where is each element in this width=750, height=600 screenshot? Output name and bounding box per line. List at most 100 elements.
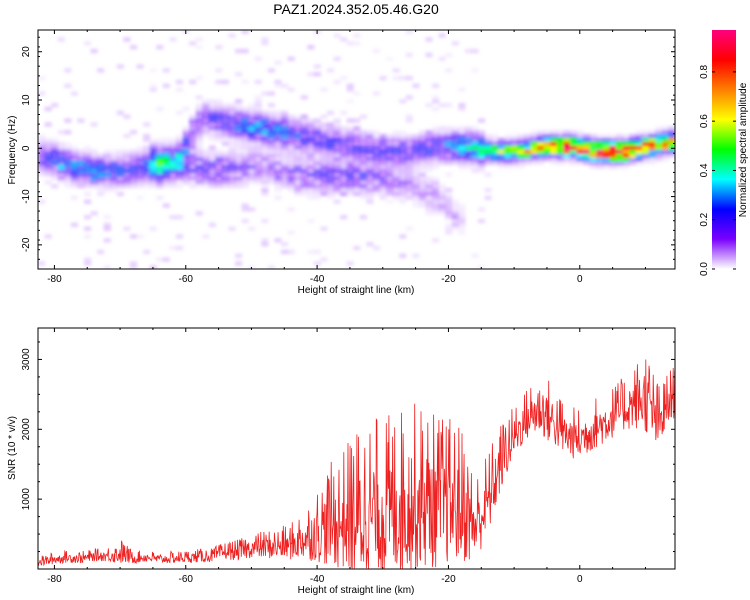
heatmap-cell	[379, 176, 387, 181]
heatmap-cell	[313, 187, 321, 193]
heatmap-cell	[379, 153, 387, 158]
heatmap-cell	[648, 145, 656, 150]
heatmap-cell	[261, 122, 269, 127]
heatmap-cell	[248, 153, 256, 158]
heatmap-cell	[313, 72, 321, 77]
heatmap-cell	[77, 168, 85, 174]
heatmap-cell	[372, 141, 381, 146]
heatmap-cell	[648, 149, 656, 154]
heatmap-cell	[386, 176, 394, 181]
heatmap-cell	[320, 257, 328, 262]
heatmap-cell	[228, 160, 236, 166]
heatmap-cell	[451, 41, 459, 46]
heatmap-cell	[235, 141, 243, 146]
heatmap-cell	[70, 149, 79, 154]
heatmap-cell	[445, 172, 453, 177]
heatmap-cell	[274, 133, 282, 139]
colorbar-ticks: 0.00.20.40.60.8	[699, 64, 736, 276]
heatmap-cell	[320, 168, 328, 174]
heatmap-cell	[189, 145, 197, 150]
heatmap-cell	[280, 114, 289, 119]
heatmap-cell	[248, 137, 256, 143]
heatmap-cell	[70, 160, 79, 166]
heatmap-cell	[77, 160, 85, 166]
heatmap-cell	[340, 168, 348, 174]
heatmap-cell	[280, 153, 289, 158]
heatmap-cell	[241, 30, 249, 34]
heatmap-cell	[274, 180, 282, 185]
heatmap-cell	[149, 168, 157, 174]
heatmap-cell	[642, 145, 650, 150]
heatmap-cell	[195, 110, 203, 116]
snr-ylabel: SNR (10 * v/v)	[7, 416, 18, 480]
heatmap-cell	[175, 164, 184, 170]
heatmap-cell	[307, 141, 315, 146]
heatmap-cell	[425, 187, 433, 193]
heatmap-cell	[399, 187, 407, 193]
heatmap-cell	[353, 137, 361, 143]
heatmap-frame	[37, 29, 676, 270]
heatmap-cell	[83, 164, 92, 170]
heatmap-cell	[143, 145, 151, 150]
heatmap-cell	[189, 114, 197, 119]
heatmap-cell	[274, 164, 282, 170]
heatmap-cell	[274, 195, 282, 201]
heatmap-cell	[51, 156, 59, 162]
heatmap-cell	[392, 180, 400, 185]
heatmap-cell	[149, 184, 157, 189]
heatmap-cell	[215, 106, 223, 112]
heatmap-cell	[556, 153, 564, 158]
heatmap-cell	[523, 137, 532, 143]
heatmap-cell	[208, 164, 216, 170]
heatmap-cell	[90, 180, 98, 185]
heatmap-cell	[156, 44, 164, 50]
heatmap-cell	[661, 156, 670, 162]
heatmap-cell	[110, 180, 118, 185]
heatmap-cell	[44, 149, 52, 154]
heatmap-cell	[609, 149, 617, 154]
heatmap-cell	[202, 122, 210, 127]
heatmap-cell	[399, 234, 407, 239]
heatmap-cell	[379, 149, 387, 154]
heatmap-cell	[432, 191, 440, 197]
heatmap-cell	[491, 137, 499, 143]
heatmap-cell	[353, 118, 361, 123]
heatmap-cell	[359, 149, 367, 154]
heatmap-cell	[83, 191, 92, 197]
heatmap-cell	[366, 141, 374, 146]
heatmap-cell	[189, 168, 197, 174]
heatmap-cell	[340, 145, 348, 150]
heatmap-cell	[189, 133, 197, 139]
heatmap-cell	[248, 168, 256, 174]
heatmap-cell	[340, 137, 348, 143]
heatmap-cell	[438, 56, 446, 62]
heatmap-cell	[208, 99, 216, 104]
heatmap-cell	[77, 184, 85, 189]
heatmap-cell	[169, 160, 177, 166]
heatmap-cell	[661, 145, 670, 150]
heatmap-cell	[445, 222, 453, 228]
heatmap-cell	[602, 160, 610, 166]
heatmap-cell	[307, 129, 315, 135]
heatmap-cell	[589, 145, 597, 150]
heatmap-cell	[149, 172, 157, 177]
heatmap-cell	[241, 114, 249, 119]
heatmap-cell	[661, 129, 670, 135]
heatmap-cell	[267, 137, 276, 143]
heatmap-cell	[235, 110, 243, 116]
colorbar-tick-label: 0.0	[699, 262, 710, 276]
heatmap-cell	[359, 195, 367, 201]
heatmap-cell	[123, 153, 131, 158]
heatmap-cell	[596, 145, 604, 150]
heatmap-cell	[228, 180, 236, 185]
heatmap-cell	[326, 153, 335, 158]
heatmap-cell	[156, 195, 164, 201]
heatmap-cell	[563, 129, 571, 135]
heatmap-cell	[307, 149, 315, 154]
heatmap-cell	[143, 168, 151, 174]
heatmap-cell	[340, 153, 348, 158]
heatmap-cell	[655, 133, 663, 139]
heatmap-cell	[359, 164, 367, 170]
heatmap-cell	[668, 133, 675, 139]
